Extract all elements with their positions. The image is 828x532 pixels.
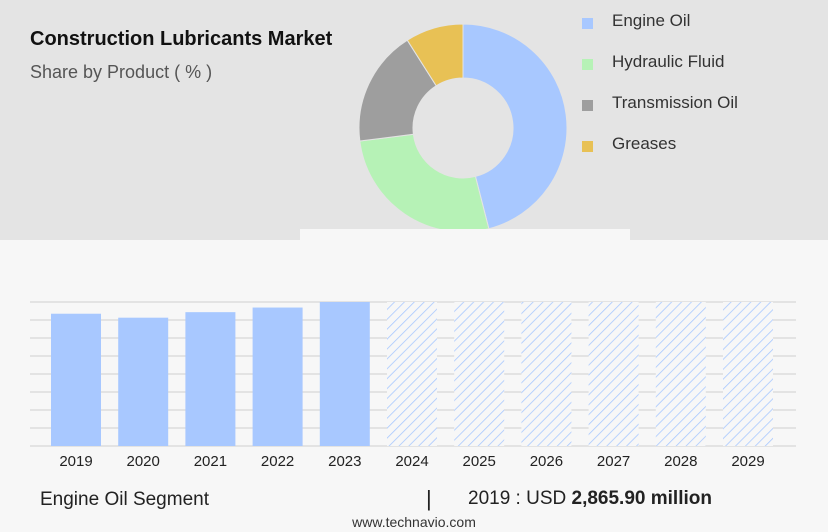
- bar-2021: [185, 312, 236, 446]
- bar-2027: [588, 302, 639, 446]
- footer-divider: |: [426, 486, 432, 511]
- bar-2020: [118, 317, 169, 446]
- legend-swatch: [582, 100, 593, 111]
- legend-swatch: [582, 141, 593, 152]
- x-tick-label: 2021: [194, 453, 227, 470]
- x-tick-label: 2022: [261, 453, 294, 470]
- legend-label: Greases: [612, 134, 677, 153]
- bar-2024: [387, 302, 437, 446]
- x-tick-label: 2029: [731, 453, 764, 470]
- bar-2025: [454, 302, 505, 446]
- panel-edge: [300, 229, 630, 240]
- x-tick-label: 2028: [664, 453, 697, 470]
- bar-2028: [655, 302, 706, 446]
- segment-label: Engine Oil Segment: [40, 489, 209, 510]
- chart-title: Construction Lubricants Market: [30, 28, 333, 50]
- x-tick-label: 2023: [328, 453, 361, 470]
- donut-slice-greases: [406, 23, 464, 87]
- legend-swatch: [582, 18, 593, 29]
- legend-label: Hydraulic Fluid: [612, 52, 725, 71]
- bar-2022: [252, 307, 303, 446]
- x-tick-label: 2027: [597, 453, 630, 470]
- legend-swatch: [582, 59, 593, 70]
- chart-subtitle: Share by Product ( % ): [30, 62, 213, 82]
- donut-slice-hydraulic-fluid: [359, 133, 490, 233]
- donut-chart: [300, 23, 630, 240]
- bar-2023: [319, 302, 370, 446]
- source-link[interactable]: www.technavio.com: [352, 514, 476, 530]
- legend-label: Transmission Oil: [612, 93, 738, 112]
- bar-chart: 2019 2020 2021 2022 2023 2024 2025 2026 2027 2028…: [30, 301, 796, 470]
- x-tick-label: 2019: [59, 453, 92, 470]
- x-tick-label: 2020: [127, 453, 160, 470]
- x-tick-label: 2024: [395, 453, 428, 470]
- x-tick-label: 2026: [530, 453, 563, 470]
- x-tick-label: 2025: [463, 453, 496, 470]
- legend-label: Engine Oil: [612, 11, 691, 30]
- stat-prefix: 2019 : USD: [468, 488, 572, 509]
- stat-value: 2,865.90 million: [571, 488, 712, 509]
- bar-2019: [51, 313, 101, 446]
- segment-stat: 2019 : USD 2,865.90 million: [468, 488, 712, 510]
- donut-slice-engine-oil: [462, 23, 568, 230]
- bar-2029: [723, 302, 773, 446]
- bar-2026: [521, 302, 572, 446]
